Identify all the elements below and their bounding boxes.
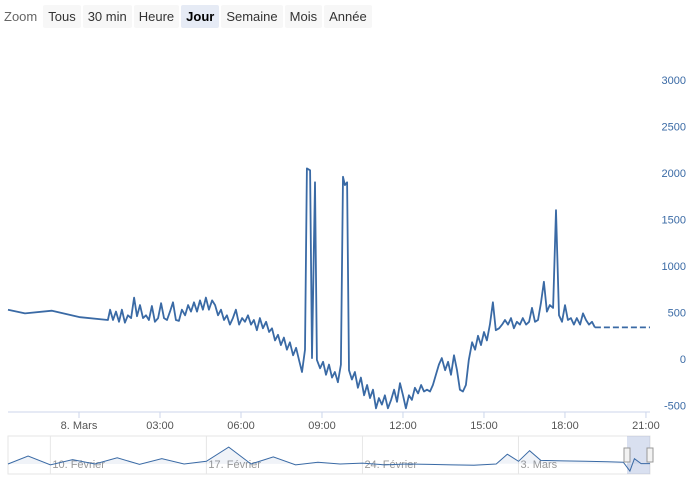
y-tick-label: 0: [680, 354, 686, 366]
zoom-button[interactable]: Semaine: [221, 5, 283, 28]
line: [7, 167, 596, 410]
y-tick-label: 1500: [662, 214, 686, 226]
y-tick-label: 1000: [662, 261, 686, 273]
navigator-tick-label: 10. Février: [52, 459, 105, 471]
navigator-handle: [623, 447, 631, 463]
x-tick-label: 8. Mars: [61, 420, 98, 432]
zoom-button[interactable]: 30 min: [82, 5, 132, 28]
y-tick-label: 2500: [662, 121, 686, 133]
zoom-button[interactable]: Tous: [43, 5, 81, 28]
zoom-button[interactable]: Jour: [181, 5, 220, 28]
zoom-button[interactable]: Heure: [133, 5, 180, 28]
navigator-frame: [7, 435, 651, 475]
navigator-handle: [646, 447, 654, 463]
x-tick-label: 06:00: [227, 420, 255, 432]
navigator-tick-label: 3. Mars: [520, 459, 557, 471]
y-tick-label: 2000: [662, 168, 686, 180]
zoom-button[interactable]: Mois: [284, 5, 323, 28]
y-tick-label: 3000: [662, 75, 686, 87]
x-tick-label: 09:00: [308, 420, 336, 432]
zoom-button[interactable]: Année: [324, 5, 372, 28]
x-tick-label: 21:00: [632, 420, 660, 432]
y-tick-label: 500: [668, 307, 686, 319]
x-tick-label: 15:00: [470, 420, 498, 432]
zoom-label: Zoom: [4, 9, 38, 24]
range-selector: Zoom Tous 30 min Heure Jour Semaine Mois Année: [4, 5, 372, 28]
x-tick-label: 03:00: [146, 420, 174, 432]
x-tick-label: 18:00: [551, 420, 579, 432]
y-tick-label: -500: [664, 400, 686, 412]
x-tick-label: 12:00: [389, 420, 417, 432]
navigator-line: [7, 446, 650, 473]
